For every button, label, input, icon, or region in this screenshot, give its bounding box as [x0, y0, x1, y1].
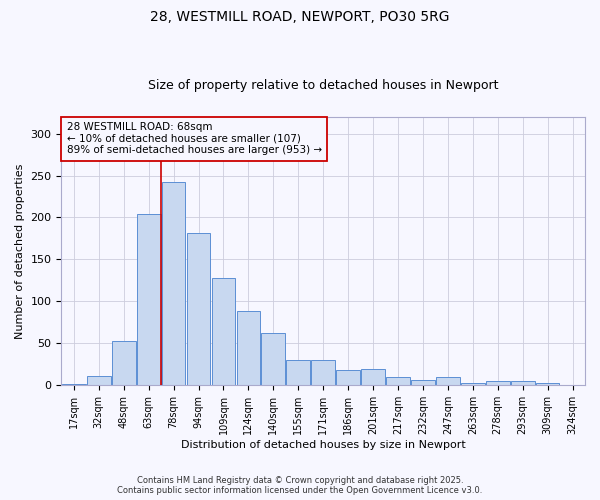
Text: Contains HM Land Registry data © Crown copyright and database right 2025.
Contai: Contains HM Land Registry data © Crown c… — [118, 476, 482, 495]
Text: 28, WESTMILL ROAD, NEWPORT, PO30 5RG: 28, WESTMILL ROAD, NEWPORT, PO30 5RG — [150, 10, 450, 24]
Bar — [411, 380, 435, 386]
Bar — [336, 370, 360, 386]
Bar — [87, 376, 110, 386]
X-axis label: Distribution of detached houses by size in Newport: Distribution of detached houses by size … — [181, 440, 466, 450]
Bar — [536, 383, 559, 386]
Bar — [436, 377, 460, 386]
Bar — [137, 214, 161, 386]
Bar — [162, 182, 185, 386]
Y-axis label: Number of detached properties: Number of detached properties — [15, 164, 25, 339]
Bar — [461, 383, 485, 386]
Bar — [187, 232, 211, 386]
Bar — [286, 360, 310, 386]
Bar — [236, 310, 260, 386]
Bar — [262, 334, 285, 386]
Bar — [560, 384, 584, 386]
Bar — [311, 360, 335, 386]
Bar — [212, 278, 235, 386]
Bar — [112, 341, 136, 386]
Bar — [361, 368, 385, 386]
Bar — [511, 381, 535, 386]
Bar — [486, 381, 509, 386]
Bar — [62, 384, 86, 386]
Title: Size of property relative to detached houses in Newport: Size of property relative to detached ho… — [148, 79, 499, 92]
Text: 28 WESTMILL ROAD: 68sqm
← 10% of detached houses are smaller (107)
89% of semi-d: 28 WESTMILL ROAD: 68sqm ← 10% of detache… — [67, 122, 322, 156]
Bar — [386, 377, 410, 386]
